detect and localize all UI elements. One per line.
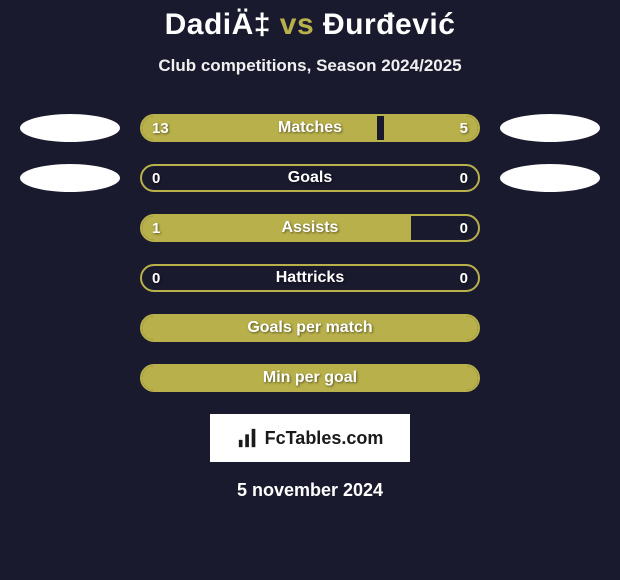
comparison-card: DadiÄ‡ vs Đurđević Club competitions, Se…	[0, 0, 620, 501]
page-title: DadiÄ‡ vs Đurđević	[0, 8, 620, 42]
logo-text: FcTables.com	[265, 428, 384, 449]
stat-row: Min per goal	[0, 364, 620, 392]
stat-bar: 10Assists	[140, 214, 480, 242]
bar-left-fill	[142, 316, 478, 340]
stat-row: 135Matches	[0, 114, 620, 142]
bar-left-fill	[142, 116, 377, 140]
bar-left-fill	[142, 216, 411, 240]
stat-label: Goals	[142, 166, 478, 190]
bar-left-fill	[142, 366, 478, 390]
player1-badge	[20, 114, 120, 142]
placeholder	[20, 214, 120, 242]
placeholder	[20, 364, 120, 392]
player1-name: DadiÄ‡	[165, 8, 271, 41]
stat-left-value: 0	[152, 166, 160, 190]
logo-box: FcTables.com	[210, 414, 410, 462]
player2-badge	[500, 114, 600, 142]
placeholder	[500, 264, 600, 292]
stat-right-value: 0	[460, 166, 468, 190]
stat-left-value: 1	[152, 216, 160, 240]
stat-row: 10Assists	[0, 214, 620, 242]
stat-bar: Min per goal	[140, 364, 480, 392]
bar-chart-icon	[237, 427, 259, 449]
stat-row: 0 0Goals	[0, 164, 620, 192]
stats-rows: 135Matches00Goals10Assists00HattricksGoa…	[0, 114, 620, 392]
player2-badge	[500, 164, 600, 192]
stat-bar: Goals per match	[140, 314, 480, 342]
stat-label: Hattricks	[142, 266, 478, 290]
stat-right-value: 5	[460, 116, 468, 140]
player1-badge	[20, 164, 120, 192]
stat-bar: 0 0Hattricks	[140, 264, 480, 292]
stat-left-value: 0	[152, 266, 160, 290]
stat-right-value: 0	[460, 216, 468, 240]
placeholder	[20, 314, 120, 342]
subtitle: Club competitions, Season 2024/2025	[0, 56, 620, 76]
stat-right-value: 0	[460, 266, 468, 290]
stat-left-value: 13	[152, 116, 169, 140]
date-label: 5 november 2024	[0, 480, 620, 501]
stat-row: Goals per match	[0, 314, 620, 342]
stat-bar: 135Matches	[140, 114, 480, 142]
placeholder	[500, 314, 600, 342]
stat-bar: 0 0Goals	[140, 164, 480, 192]
player2-name: Đurđević	[323, 8, 455, 41]
placeholder	[20, 264, 120, 292]
vs-label: vs	[280, 8, 314, 41]
stat-row: 0 0Hattricks	[0, 264, 620, 292]
placeholder	[500, 214, 600, 242]
placeholder	[500, 364, 600, 392]
